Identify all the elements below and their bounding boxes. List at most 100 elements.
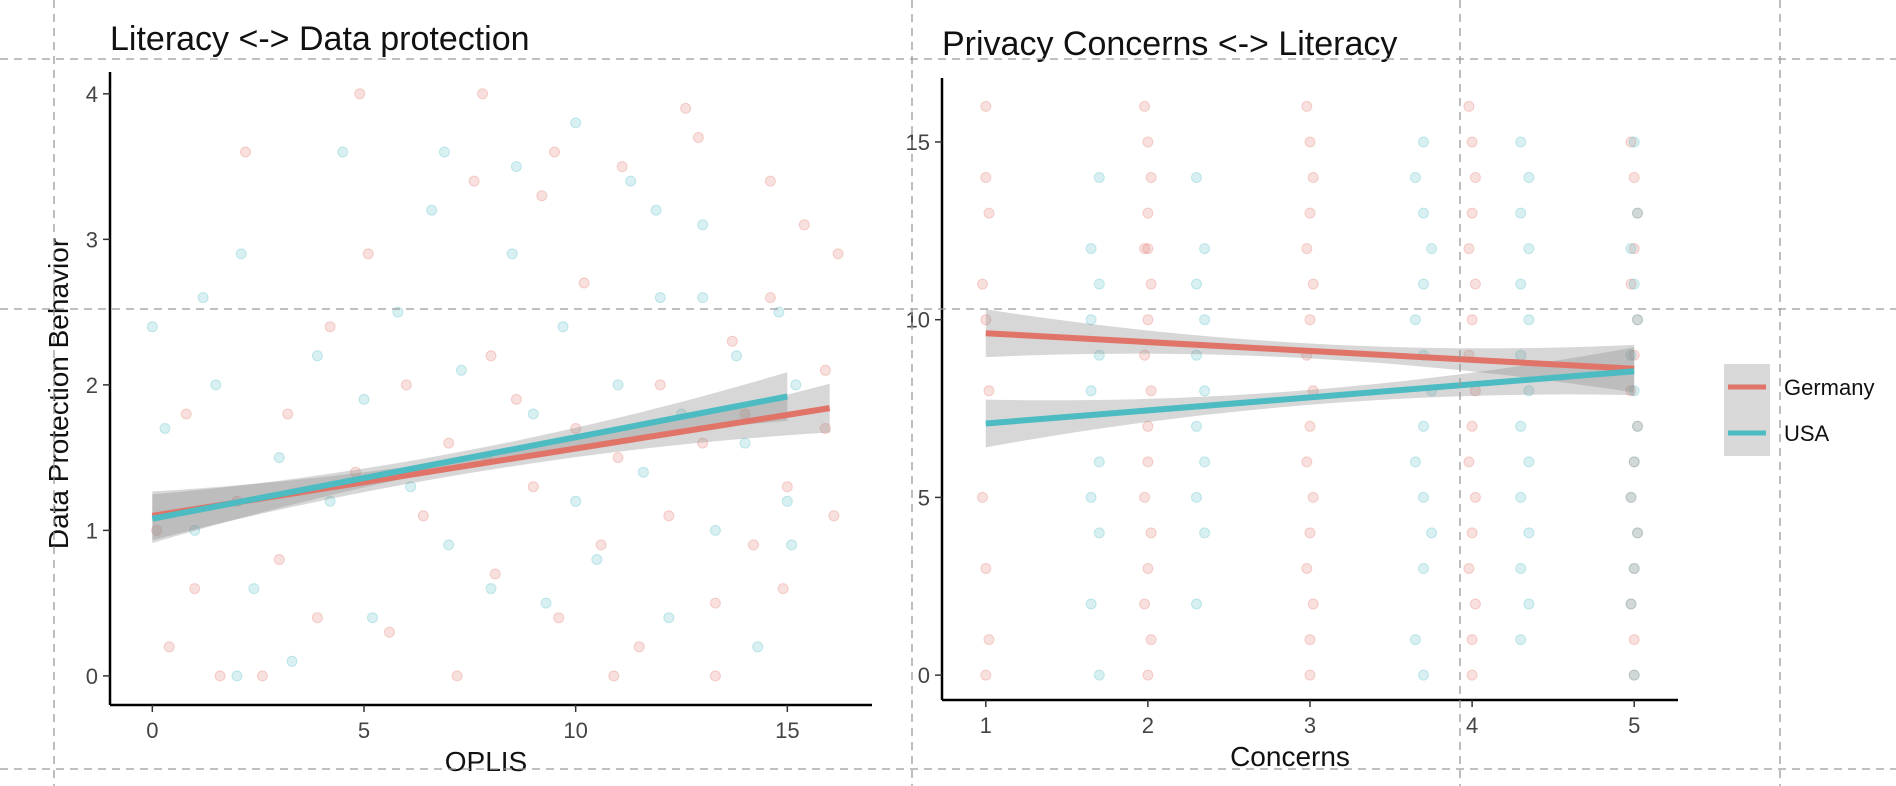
data-point-germany	[819, 423, 831, 434]
data-point-germany	[1625, 278, 1637, 290]
data-point-germany	[1142, 136, 1154, 148]
data-point-germany	[451, 670, 463, 682]
data-point-usa	[1523, 172, 1535, 183]
data-point-germany	[1301, 243, 1313, 255]
data-point-germany	[282, 408, 294, 420]
data-point-germany	[1469, 598, 1481, 610]
data-point-usa	[159, 423, 171, 434]
data-point-usa	[1085, 491, 1097, 503]
data-point-usa	[1409, 456, 1421, 468]
data-point-usa	[405, 481, 417, 493]
data-point-germany	[1145, 634, 1157, 646]
data-point-usa	[1515, 634, 1527, 646]
data-point-germany	[549, 146, 560, 158]
data-point-germany	[256, 670, 268, 682]
data-point-usa	[790, 379, 802, 391]
data-point-usa	[1515, 491, 1527, 503]
data-point-germany	[1304, 669, 1316, 681]
data-point-germany	[214, 670, 226, 682]
data-point-germany	[1632, 527, 1643, 539]
data-point-germany	[633, 641, 645, 653]
data-point-germany	[680, 102, 692, 114]
data-point-usa	[1523, 527, 1535, 539]
y-tick-label: 4	[86, 82, 98, 107]
data-point-usa	[650, 204, 662, 216]
data-point-usa	[1625, 349, 1637, 361]
data-point-usa	[1191, 491, 1202, 503]
points-germany	[151, 88, 844, 682]
data-point-germany	[1469, 278, 1481, 290]
x-tick-label: 10	[563, 718, 587, 743]
y-axis-label: Data Protection Behavior	[43, 238, 74, 549]
panel-privacy-concerns-literacy: 1 2 3 4 5 0 5 10 15 Privacy Concerns <-> Literacy…	[906, 25, 1678, 772]
legend-label-germany: Germany	[1784, 375, 1874, 400]
data-point-usa	[443, 539, 455, 551]
data-point-germany	[1469, 172, 1481, 183]
data-point-germany	[468, 175, 480, 187]
data-point-usa	[1418, 420, 1429, 432]
data-point-germany	[1139, 491, 1151, 503]
data-point-germany	[709, 597, 721, 609]
data-point-usa	[1523, 598, 1535, 610]
data-point-germany	[1466, 527, 1478, 539]
data-point-germany	[1304, 207, 1316, 219]
data-point-germany	[1139, 243, 1151, 255]
y-tick-label: 0	[918, 663, 930, 688]
data-point-usa	[1628, 385, 1640, 397]
data-point-usa	[1093, 669, 1105, 681]
data-point-usa	[570, 117, 582, 129]
data-point-germany	[1632, 314, 1643, 326]
data-point-germany	[1625, 491, 1637, 503]
data-point-germany	[828, 510, 840, 522]
data-point-germany	[1628, 456, 1640, 468]
data-point-germany	[1625, 598, 1637, 610]
data-point-germany	[748, 539, 759, 551]
data-point-usa	[1418, 563, 1429, 574]
fit-line-usa	[985, 368, 1635, 427]
data-point-usa	[1409, 634, 1421, 646]
data-point-germany	[1145, 278, 1157, 290]
data-point-germany	[578, 277, 590, 289]
x-tick-label: 0	[146, 718, 158, 743]
data-point-usa	[1191, 349, 1202, 361]
data-point-usa	[1199, 456, 1211, 468]
data-point-usa	[210, 379, 222, 391]
data-point-usa	[337, 146, 349, 158]
data-point-germany	[1463, 456, 1475, 468]
data-point-germany	[1142, 563, 1154, 574]
data-point-germany	[1304, 527, 1316, 539]
data-point-germany	[1625, 385, 1637, 397]
data-point-germany	[798, 219, 810, 231]
data-point-germany	[595, 539, 607, 551]
data-point-usa	[1523, 314, 1535, 326]
y-tick-label: 10	[906, 308, 930, 333]
x-tick-label: 5	[358, 718, 370, 743]
data-point-germany	[1632, 207, 1643, 219]
data-point-usa	[1523, 456, 1535, 468]
data-point-germany	[781, 481, 793, 493]
data-point-germany	[180, 408, 192, 420]
data-point-usa	[591, 554, 603, 565]
data-point-usa	[557, 321, 569, 333]
x-tick-label: 1	[980, 713, 992, 738]
data-point-germany	[1469, 491, 1481, 503]
data-point-germany	[383, 626, 395, 638]
data-point-usa	[781, 495, 793, 507]
data-point-germany	[1145, 172, 1157, 183]
data-point-germany	[764, 175, 776, 187]
data-point-germany	[189, 583, 201, 595]
data-point-usa	[1418, 207, 1429, 219]
data-point-usa	[697, 292, 709, 304]
data-point-usa	[189, 524, 201, 536]
data-point-usa	[1085, 598, 1097, 610]
data-point-usa	[146, 321, 158, 333]
data-point-usa	[1632, 207, 1643, 219]
data-point-usa	[1515, 420, 1527, 432]
chart-title: Privacy Concerns <-> Literacy	[942, 25, 1397, 63]
data-point-usa	[1515, 136, 1527, 148]
data-point-germany	[608, 670, 620, 682]
data-point-germany	[1304, 136, 1316, 148]
data-point-usa	[654, 292, 666, 304]
data-point-usa	[1199, 527, 1211, 539]
data-point-usa	[1418, 136, 1429, 148]
